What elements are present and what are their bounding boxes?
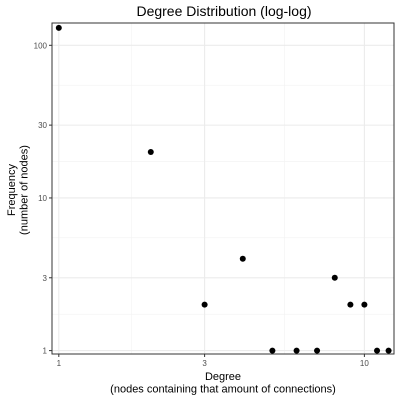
y-axis-ticks: 1 3 10 30 100 bbox=[34, 41, 52, 356]
plot-border bbox=[51, 22, 395, 355]
x-axis-title: Degree (nodes containing that amount of c… bbox=[110, 371, 336, 396]
data-point bbox=[55, 24, 62, 31]
x-axis-ticks: 1 3 10 bbox=[57, 354, 369, 368]
x-tick-label: 10 bbox=[360, 359, 369, 368]
data-point bbox=[331, 274, 338, 281]
data-point bbox=[374, 347, 381, 354]
minor-gridlines bbox=[52, 23, 394, 354]
data-point bbox=[239, 255, 246, 262]
data-point bbox=[361, 301, 368, 308]
data-point bbox=[314, 347, 321, 354]
data-points bbox=[55, 24, 392, 354]
y-tick-label: 10 bbox=[38, 194, 47, 203]
data-point bbox=[269, 347, 276, 354]
plot-panel bbox=[52, 23, 394, 354]
data-point bbox=[385, 347, 392, 354]
data-point bbox=[147, 149, 154, 156]
y-axis-title: Frequency(number of nodes) bbox=[6, 145, 31, 235]
chart-title: Degree Distribution (log-log) bbox=[136, 3, 311, 19]
y-tick-label: 100 bbox=[34, 41, 48, 50]
y-tick-label: 30 bbox=[38, 121, 47, 130]
y-tick-label: 3 bbox=[43, 274, 48, 283]
major-gridlines bbox=[52, 23, 394, 354]
x-tick-label: 3 bbox=[202, 359, 207, 368]
data-point bbox=[347, 301, 354, 308]
x-tick-label: 1 bbox=[57, 359, 62, 368]
data-point bbox=[293, 347, 300, 354]
data-point bbox=[201, 301, 208, 308]
y-tick-label: 1 bbox=[43, 347, 48, 356]
